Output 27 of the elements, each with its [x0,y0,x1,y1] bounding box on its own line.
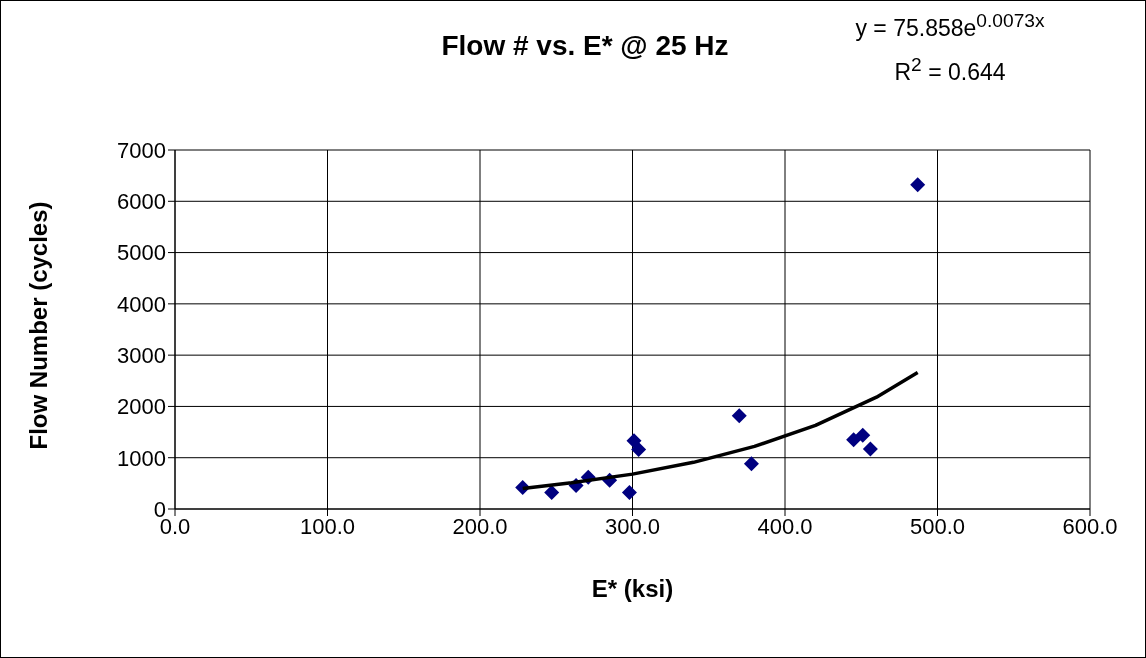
y-tick-label: 1000 [117,445,166,471]
x-tick-label: 200.0 [452,513,508,539]
point [862,441,878,457]
y-tick-label: 4000 [117,291,166,317]
point [846,432,862,448]
y-tick-label: 5000 [117,240,166,266]
y-tick-label: 7000 [117,137,166,163]
y-tick-label: 2000 [117,394,166,420]
point [855,427,871,443]
x-axis-title: E* (ksi) [591,575,674,602]
point [621,485,637,501]
x-tick-label: 300.0 [604,513,661,539]
point [544,485,560,501]
point [743,456,759,472]
point [631,442,647,458]
point [910,177,926,193]
text: R$^{2}$ = 0.644 [893,54,1007,86]
y-tick-label: 6000 [117,189,166,215]
chart-title: Flow # vs. E* @ 25 Hz [441,30,729,61]
x-tick-label: 600.0 [1062,513,1118,539]
point [731,408,747,424]
x-tick-label: 100.0 [299,513,356,539]
x-tick-label: 400.0 [757,513,813,539]
y-axis-title: Flow Number (cycles) [24,201,52,450]
y-tick-label: 3000 [117,342,166,368]
x-tick-label: 500.0 [909,513,966,539]
text: y = 75.858e$^{0.0073x}$ [854,10,1046,42]
